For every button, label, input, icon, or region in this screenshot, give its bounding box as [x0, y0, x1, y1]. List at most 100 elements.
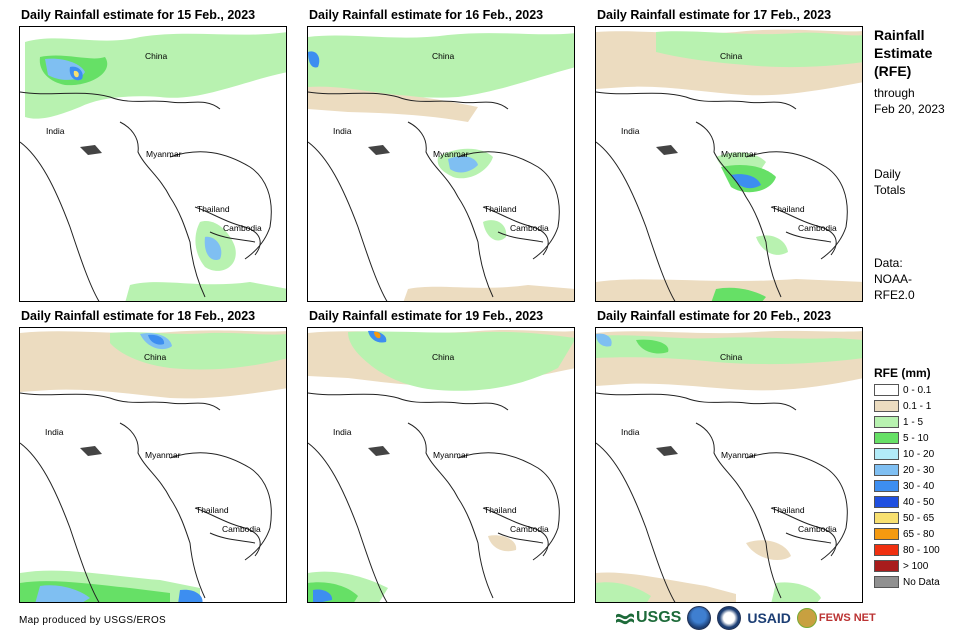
legend-title: RFE (mm): [874, 366, 931, 380]
rain-band-china: [596, 335, 862, 365]
coastline-mark: [656, 446, 678, 456]
side-data-line3: RFE2.0: [874, 288, 915, 302]
legend-item: 40 - 50: [874, 495, 934, 509]
label-cambodia: Cambodia: [510, 223, 549, 233]
rain-patch: [488, 535, 517, 552]
label-china: China: [432, 51, 455, 61]
label-cambodia: Cambodia: [798, 223, 837, 233]
coastline-mark: [368, 145, 390, 155]
label-thailand: Thailand: [196, 505, 229, 515]
rain-core: [374, 331, 381, 339]
usgs-logo-text: USGS: [636, 609, 682, 626]
coastline-mark: [656, 145, 678, 155]
rain-patch: [596, 582, 651, 602]
legend-label: 5 - 10: [903, 432, 929, 444]
rain-patch: [204, 236, 222, 261]
boundary-lines: [20, 392, 272, 602]
legend-swatch: [874, 480, 899, 492]
rainfall-map-18: China India Myanmar Thailand Cambodia: [19, 327, 287, 603]
rainfall-map-16: China India Myanmar Thailand Cambodia: [307, 26, 575, 302]
usgs-logo: USGS: [616, 609, 681, 627]
usgs-wave-icon: [616, 613, 634, 625]
logo-strip: USGS USAID FEWS NET: [616, 606, 876, 630]
noaa-seal-icon: [687, 606, 712, 630]
label-india: India: [333, 427, 352, 437]
label-china: China: [720, 352, 743, 362]
label-myanmar: Myanmar: [145, 450, 181, 460]
legend-swatch: [874, 448, 899, 460]
coastline-mark: [80, 446, 102, 456]
coastline-mark: [368, 446, 390, 456]
label-china: China: [432, 352, 455, 362]
side-totals-line1: Daily: [874, 167, 901, 181]
rain-core: [73, 70, 79, 78]
legend-item: 80 - 100: [874, 543, 940, 557]
rainfall-map-20: China India Myanmar Thailand Cambodia: [595, 327, 863, 603]
rain-patch: [483, 220, 507, 241]
side-data-line2: NOAA-: [874, 272, 913, 286]
usaid-seal-icon: [717, 606, 742, 630]
legend-label: 20 - 30: [903, 464, 935, 476]
map-svg: [596, 330, 862, 602]
label-myanmar: Myanmar: [433, 149, 469, 159]
rain-band-china: [656, 31, 862, 68]
rain-patch: [35, 585, 90, 602]
label-thailand: Thailand: [772, 505, 805, 515]
legend-item: 30 - 40: [874, 479, 934, 493]
label-cambodia: Cambodia: [223, 223, 262, 233]
boundary-lines: [308, 91, 560, 301]
legend-label: 40 - 50: [903, 496, 935, 508]
legend-item: 1 - 5: [874, 415, 923, 429]
usaid-logo-text: USAID: [747, 610, 791, 626]
legend-swatch: [874, 416, 899, 428]
label-cambodia: Cambodia: [510, 524, 549, 534]
legend-label: 30 - 40: [903, 480, 935, 492]
legend-label: 80 - 100: [903, 544, 940, 556]
label-thailand: Thailand: [197, 204, 230, 214]
label-thailand: Thailand: [772, 204, 805, 214]
map-credit: Map produced by USGS/EROS: [19, 615, 167, 626]
legend-item: 5 - 10: [874, 431, 929, 445]
rain-cell: [636, 339, 669, 354]
legend-label: > 100: [903, 560, 929, 572]
fews-globe-icon: [796, 608, 817, 628]
panel-title-15: Daily Rainfall estimate for 15 Feb., 202…: [21, 8, 256, 22]
map-svg: [596, 29, 862, 301]
legend-item: No Data: [874, 575, 940, 589]
legend-item: > 100: [874, 559, 928, 573]
rain-core: [313, 589, 333, 602]
rainfall-map-17: China India Myanmar Thailand Cambodia: [595, 26, 863, 302]
label-cambodia: Cambodia: [222, 524, 261, 534]
legend-swatch: [874, 496, 899, 508]
legend-label: 50 - 65: [903, 512, 935, 524]
label-thailand: Thailand: [484, 505, 517, 515]
rainfall-map-19: China India Myanmar Thailand Cambodia: [307, 327, 575, 603]
coastline-mark: [80, 145, 102, 155]
side-title-line1: Rainfall: [874, 27, 925, 43]
label-india: India: [46, 126, 65, 136]
map-svg: [308, 33, 574, 301]
legend-swatch: [874, 432, 899, 444]
panel-title-16: Daily Rainfall estimate for 16 Feb., 202…: [309, 8, 544, 22]
legend-swatch: [874, 400, 899, 412]
rain-patch: [711, 287, 766, 301]
fews-net-text: FEWS NET: [818, 612, 876, 624]
boundary-lines: [596, 392, 848, 602]
map-svg: [20, 32, 286, 301]
rain-band-china: [25, 32, 286, 119]
fews-net-logo: FEWS NET: [796, 608, 876, 628]
legend-swatch: [874, 384, 899, 396]
label-myanmar: Myanmar: [721, 149, 757, 159]
side-title-line2: Estimate: [874, 45, 933, 61]
rain-patch: [403, 285, 574, 301]
rain-patch: [125, 282, 286, 301]
rainfall-map-15: China India Myanmar Thailand Cambodia: [19, 26, 287, 302]
rain-core: [731, 174, 761, 189]
boundary-lines: [596, 91, 848, 301]
legend-label: 1 - 5: [903, 416, 924, 428]
rain-band-china: [308, 33, 574, 101]
legend-label: 10 - 20: [903, 448, 935, 460]
panel-title-20: Daily Rainfall estimate for 20 Feb., 202…: [597, 309, 832, 323]
rain-core: [148, 334, 165, 345]
legend-swatch: [874, 576, 899, 588]
